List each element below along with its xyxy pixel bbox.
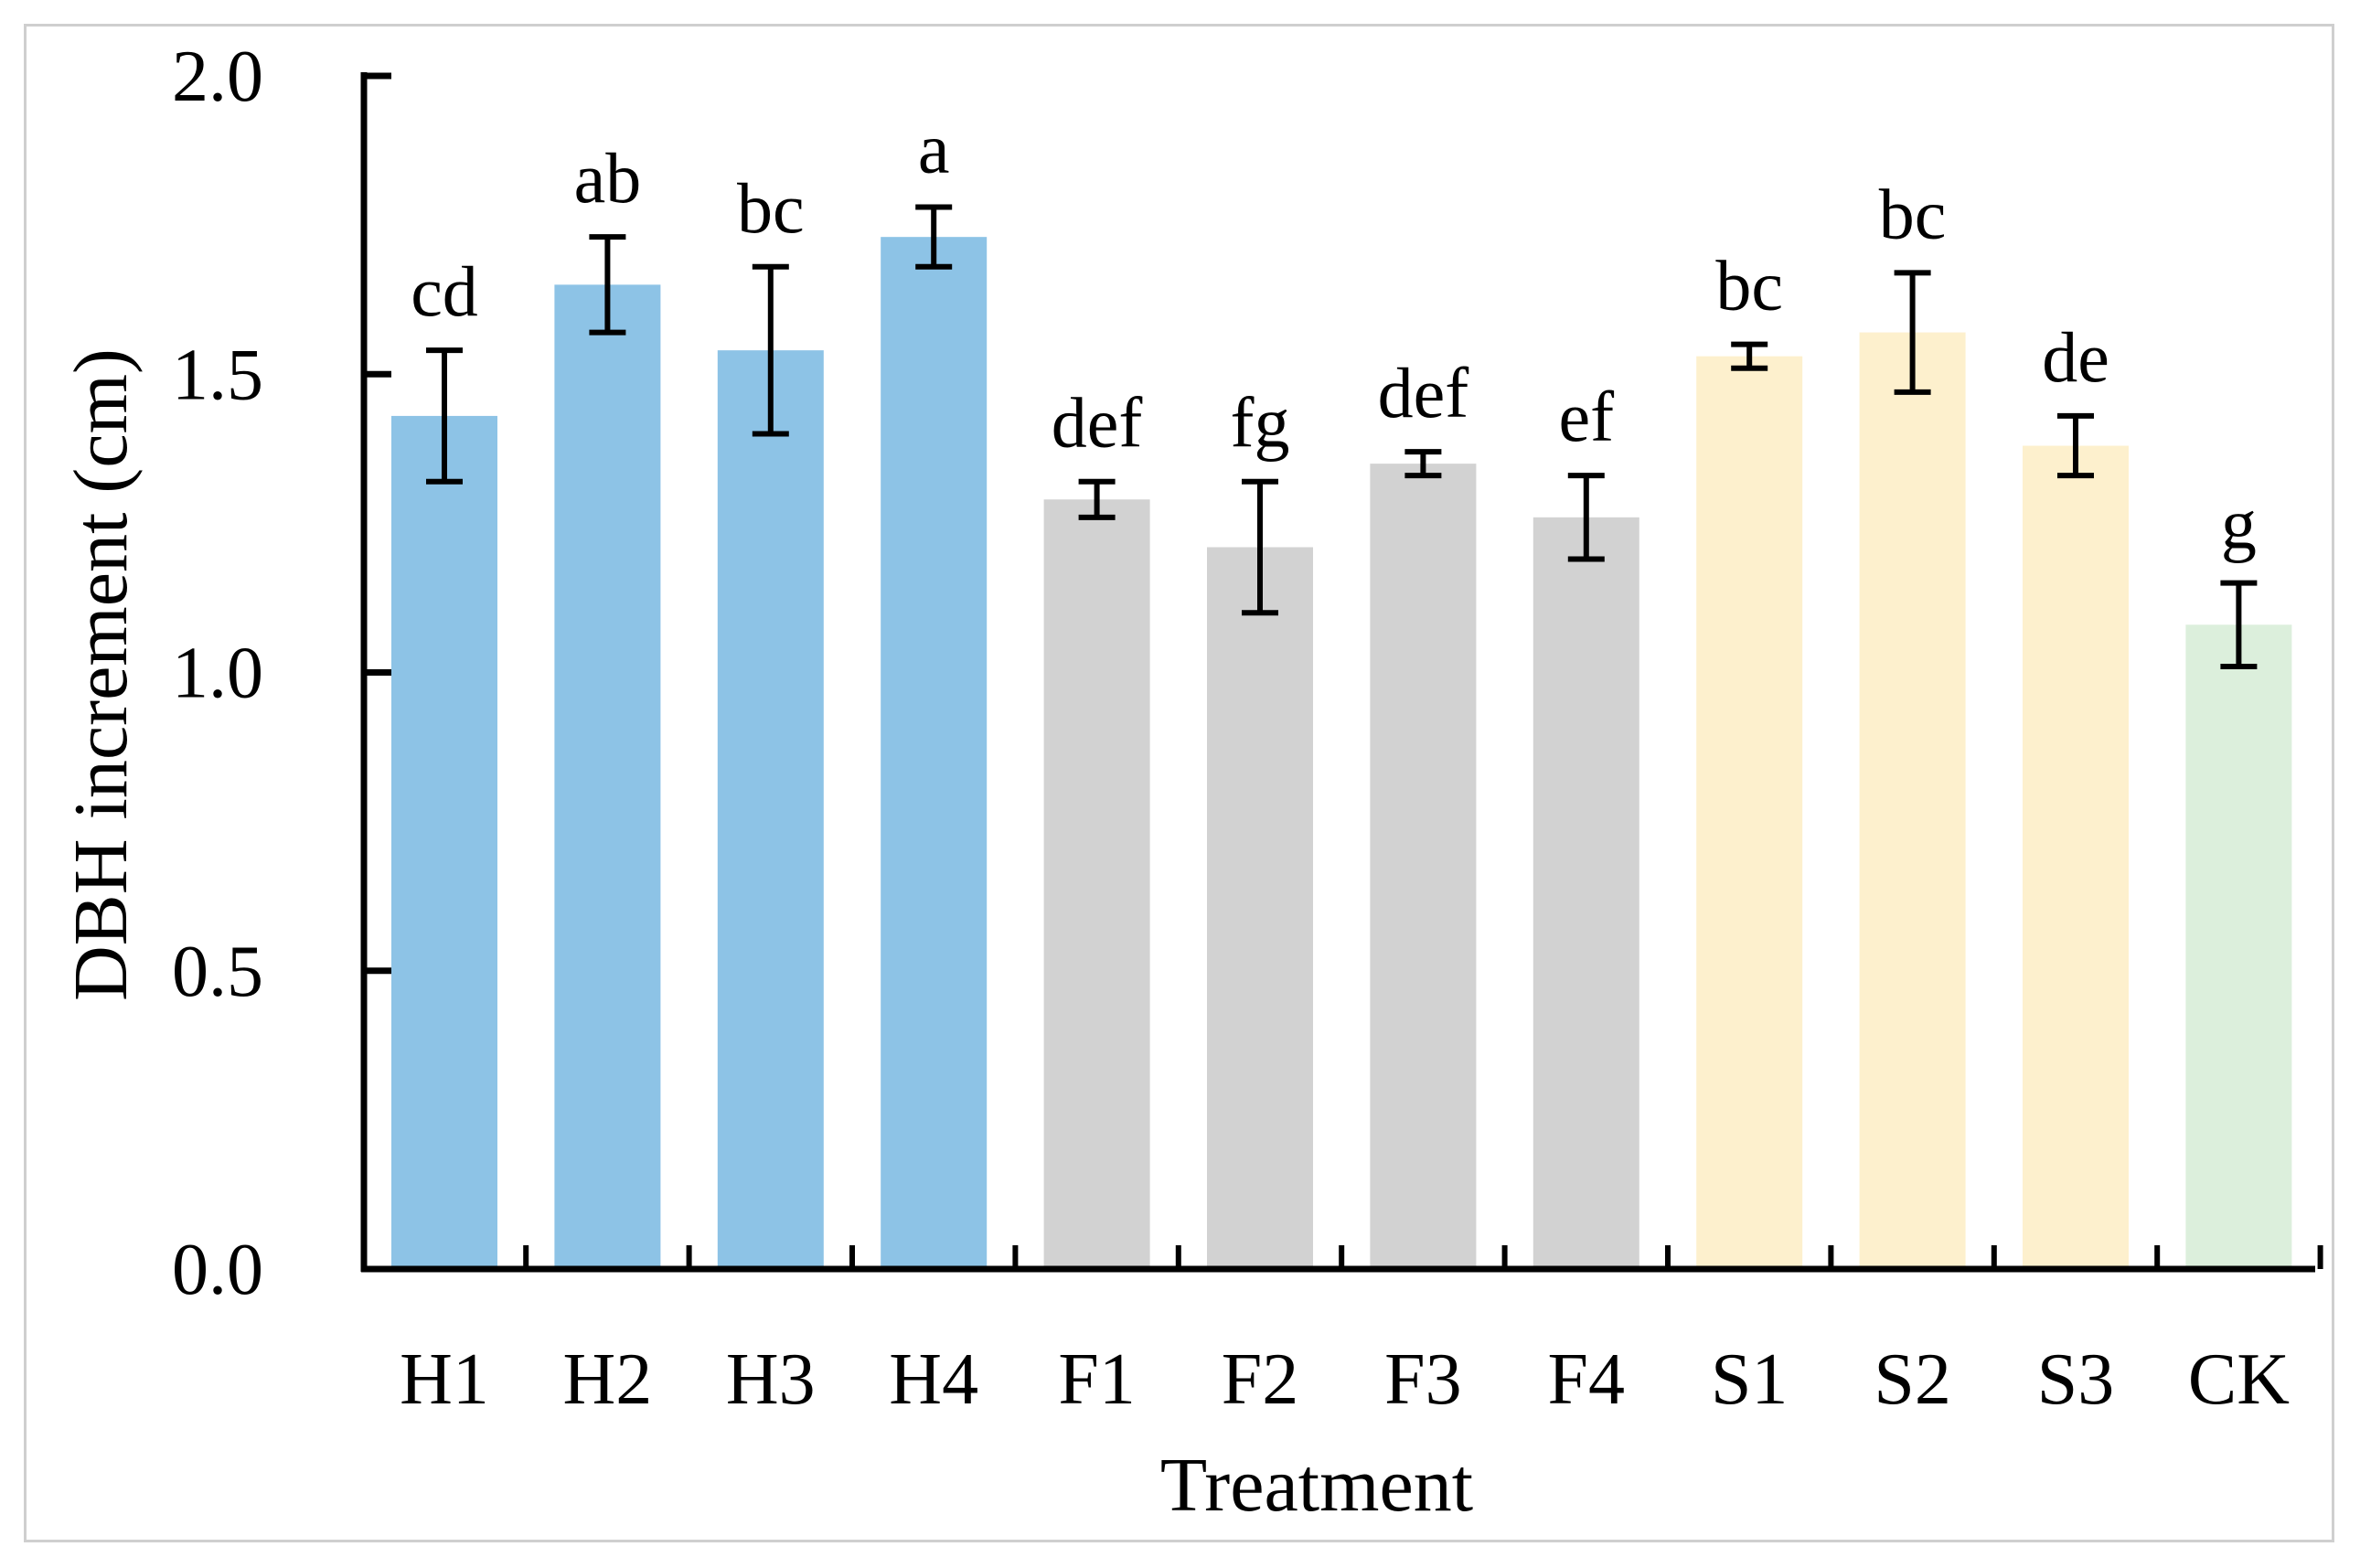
x-tick-label-s1: S1 [1711,1339,1789,1420]
x-tick-label-s2: S2 [1874,1339,1951,1420]
x-tick-label-f2: F2 [1222,1339,1299,1420]
significance-label-s3: de [2042,317,2109,397]
x-tick-label-h1: H1 [400,1339,489,1420]
bar-f3 [1370,464,1477,1269]
significance-label-h4: a [918,109,950,188]
y-tick-labels-group: 0.0 0.5 1.0 1.5 2.0 [172,37,263,1310]
significance-label-h1: cd [411,251,478,331]
bar-h1 [391,415,497,1269]
axes-group [360,72,2323,1273]
bar-ck [2185,624,2292,1269]
significance-label-f2: fg [1231,383,1290,463]
x-tick-label-h2: H2 [563,1339,653,1420]
bar-h2 [554,284,661,1269]
x-axis-title: Treatment [1160,1443,1473,1528]
significance-labels-group: cd ab bc a def fg def ef bc bc de g [411,109,2257,564]
x-tick-label-h4: H4 [889,1339,978,1420]
x-tick-label-ck: CK [2188,1339,2290,1420]
figure-frame [24,24,2334,1542]
significance-label-h3: bc [737,168,805,248]
significance-label-f3: def [1378,353,1469,432]
significance-label-h2: ab [574,138,642,218]
significance-label-f4: ef [1558,377,1614,456]
bar-f1 [1043,499,1150,1269]
y-tick-label-1.5: 1.5 [172,335,263,415]
error-bars-group [426,204,2258,669]
x-tick-label-f4: F4 [1548,1339,1626,1420]
x-tick-label-s3: S3 [2037,1339,2115,1420]
y-axis-title: DBH increment (cm) [59,348,144,1001]
significance-label-s2: bc [1879,174,1947,253]
bar-h4 [881,237,988,1269]
y-tick-label-0.0: 0.0 [172,1230,263,1310]
bar-s1 [1696,356,1803,1269]
bars-group [391,237,2292,1270]
bar-s3 [2023,445,2129,1269]
x-tick-label-f3: F3 [1384,1339,1462,1420]
significance-label-ck: g [2221,485,2257,564]
bar-f4 [1532,517,1639,1269]
bar-s2 [1859,332,1966,1270]
bar-h3 [717,350,824,1269]
y-tick-label-1.0: 1.0 [172,634,263,714]
x-tick-labels-group: H1 H2 H3 H4 F1 F2 F3 F4 S1 S2 S3 CK [400,1339,2290,1420]
significance-label-s1: bc [1715,246,1783,325]
y-tick-label-2.0: 2.0 [172,37,263,117]
bar-f2 [1207,547,1313,1269]
x-tick-label-f1: F1 [1058,1339,1136,1420]
x-tick-label-h3: H3 [726,1339,816,1420]
significance-label-f1: def [1052,383,1143,463]
y-tick-label-0.5: 0.5 [172,932,263,1012]
